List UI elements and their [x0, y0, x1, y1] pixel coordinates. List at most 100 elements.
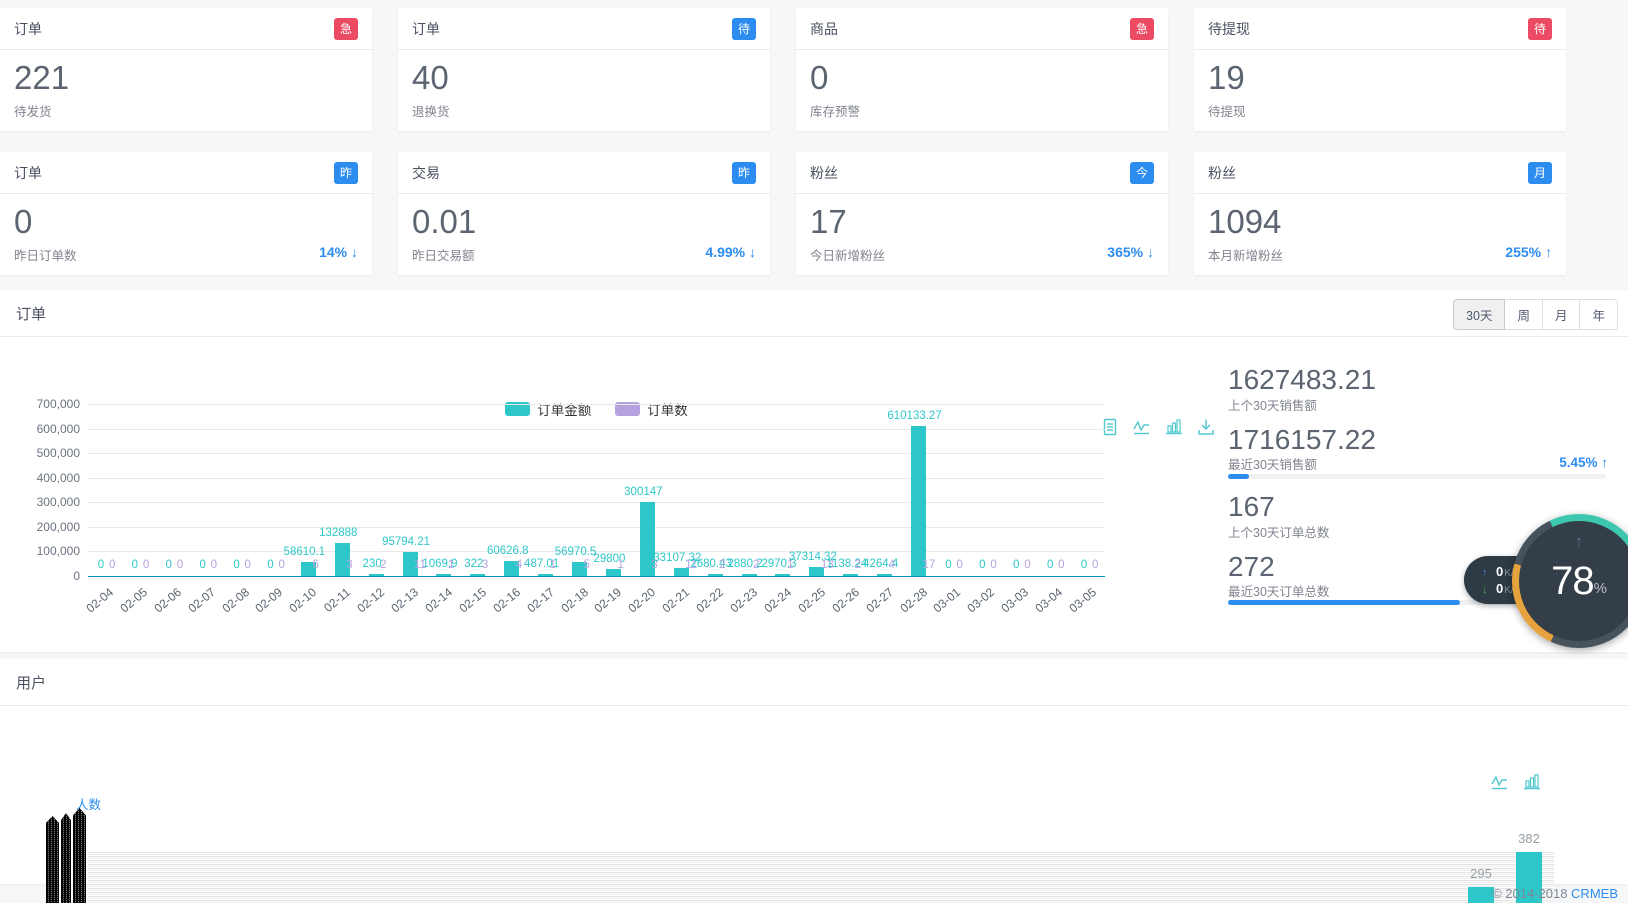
amount-label: 0 — [1046, 559, 1054, 571]
count-label: 0 — [142, 559, 150, 571]
order-amount-bar[interactable] — [809, 567, 825, 576]
order-amount-bar[interactable] — [707, 574, 723, 576]
stat-value: 1094 — [1208, 203, 1282, 240]
summary-value: 1716157.22 — [1228, 424, 1376, 455]
range-button-年[interactable]: 年 — [1579, 299, 1618, 330]
order-amount-bar[interactable] — [572, 562, 588, 576]
order-amount-bar[interactable] — [402, 552, 418, 576]
amount-label: 1069.9 — [422, 558, 458, 570]
brand-link[interactable]: CRMEB — [1571, 886, 1618, 901]
order-amount-bar[interactable] — [436, 574, 452, 576]
legend-swatch — [615, 402, 641, 416]
status-badge: 急 — [333, 18, 358, 40]
order-amount-bar[interactable] — [300, 562, 316, 576]
stat-card-body: 1094 本月新增粉丝 255% ↑ — [1194, 194, 1566, 274]
memory-gauge-widget[interactable]: ↑ 78 % — [1512, 514, 1628, 648]
user-panel-body: 人数 156173295382 — [0, 706, 1628, 903]
stat-label: 库存预警 — [810, 105, 861, 119]
stat-value: 221 — [14, 59, 70, 96]
count-label: 3 — [346, 559, 353, 571]
summary-label: 上个30天订单总数 — [1228, 526, 1330, 540]
count-label: 1 — [617, 559, 624, 571]
range-button-30天[interactable]: 30天 — [1453, 299, 1506, 330]
stat-card-body: 0.01 昨日交易额 4.99% ↓ — [398, 194, 770, 274]
upload-speed-unit: K/s — [1504, 568, 1518, 579]
order-amount-bar[interactable] — [368, 574, 384, 576]
amount-label: 0 — [233, 559, 240, 571]
count-label: 17 — [922, 559, 936, 571]
stat-card: 待提现 待 19 待提现 — [1194, 8, 1566, 131]
amount-label: 60626.8 — [486, 545, 529, 557]
range-button-周[interactable]: 周 — [1504, 299, 1543, 330]
count-label: 2 — [854, 559, 862, 571]
summary-value: 167 — [1228, 491, 1275, 522]
y-axis-tick-label: 400,000 — [36, 470, 80, 485]
stat-label: 今日新增粉丝 — [810, 249, 886, 263]
count-label: 4 — [888, 559, 896, 571]
order-amount-bar[interactable] — [741, 574, 757, 576]
count-label: 0 — [1024, 559, 1031, 571]
stat-card-title: 粉丝 — [810, 164, 838, 181]
count-label: 1 — [447, 559, 455, 571]
order-amount-bar[interactable] — [673, 568, 689, 576]
download-speed-unit: K/s — [1504, 585, 1519, 596]
count-label: 0 — [108, 559, 116, 571]
legend-item[interactable]: 订单金额 — [505, 399, 591, 419]
order-amount-bar[interactable] — [538, 574, 554, 576]
order-amount-bar[interactable] — [605, 569, 621, 576]
count-label: 2 — [753, 559, 760, 571]
glitched-axis-labels — [73, 808, 86, 903]
order-amount-bar[interactable] — [877, 574, 893, 576]
bar-chart-icon[interactable] — [1522, 772, 1542, 792]
order-amount-bar[interactable] — [334, 543, 350, 576]
user-count-bar[interactable] — [1468, 887, 1494, 903]
download-speed-row: ↓ 0 K/s — [1482, 581, 1566, 596]
download-icon[interactable] — [1196, 417, 1216, 437]
status-badge: 待 — [1527, 18, 1552, 40]
status-badge: 今 — [1129, 162, 1154, 184]
data-view-icon[interactable] — [1100, 417, 1120, 437]
count-label: 3 — [481, 559, 489, 571]
line-chart-icon[interactable] — [1132, 417, 1152, 437]
order-amount-bar[interactable] — [843, 574, 859, 576]
amount-label: 37314.32 — [788, 551, 837, 563]
user-count-bar[interactable] — [1516, 852, 1542, 903]
user-panel-title: 用户 — [16, 674, 47, 692]
bar-chart-icon[interactable] — [1164, 417, 1184, 437]
copyright-text: © 2014-2018 — [1492, 886, 1572, 901]
stat-card-header: 订单 急 — [0, 8, 372, 50]
stat-card-title: 商品 — [810, 20, 838, 37]
order-amount-bar[interactable] — [470, 574, 486, 576]
legend-label: 订单金额 — [537, 403, 592, 418]
amount-label: 95794.21 — [382, 536, 431, 548]
order-amount-bar[interactable] — [639, 502, 655, 576]
stat-card-header: 粉丝 月 — [1194, 152, 1566, 194]
amount-label: 0 — [979, 559, 986, 571]
gauge-up-arrow-icon: ↑ — [1575, 533, 1583, 550]
stat-card-body: 19 待提现 — [1194, 50, 1566, 130]
order-panel: 订单 30天周月年 订单金额 订单数 — [0, 290, 1628, 652]
order-amount-bar[interactable] — [504, 561, 520, 576]
order-panel-header: 订单 30天周月年 — [0, 290, 1628, 337]
stat-card-body: 0 库存预警 — [796, 50, 1168, 130]
range-button-月[interactable]: 月 — [1541, 299, 1581, 330]
upload-speed-row: ↑ 0 K/s — [1482, 564, 1566, 579]
amount-label: 58610.1 — [283, 546, 326, 558]
y-axis-tick-label: 500,000 — [36, 446, 80, 461]
stat-card: 订单 急 221 待发货 — [0, 8, 372, 131]
summary-label: 上个30天销售额 — [1228, 399, 1317, 413]
amount-label: 132888 — [319, 527, 358, 539]
count-label: 5 — [583, 559, 590, 571]
gauge-unit: % — [1593, 579, 1607, 597]
count-label: 0 — [244, 559, 251, 571]
progress-bar — [1228, 600, 1606, 605]
x-axis-line — [88, 576, 1105, 577]
order-amount-bar[interactable] — [911, 426, 927, 576]
stat-card-header: 订单 待 — [398, 8, 770, 50]
legend-item[interactable]: 订单数 — [615, 399, 688, 419]
order-amount-bar[interactable] — [775, 574, 791, 576]
line-chart-icon[interactable] — [1490, 772, 1510, 792]
stat-card-title: 交易 — [412, 164, 440, 181]
amount-label: 33107.32 — [653, 552, 702, 564]
amount-label: 0 — [1080, 559, 1088, 571]
